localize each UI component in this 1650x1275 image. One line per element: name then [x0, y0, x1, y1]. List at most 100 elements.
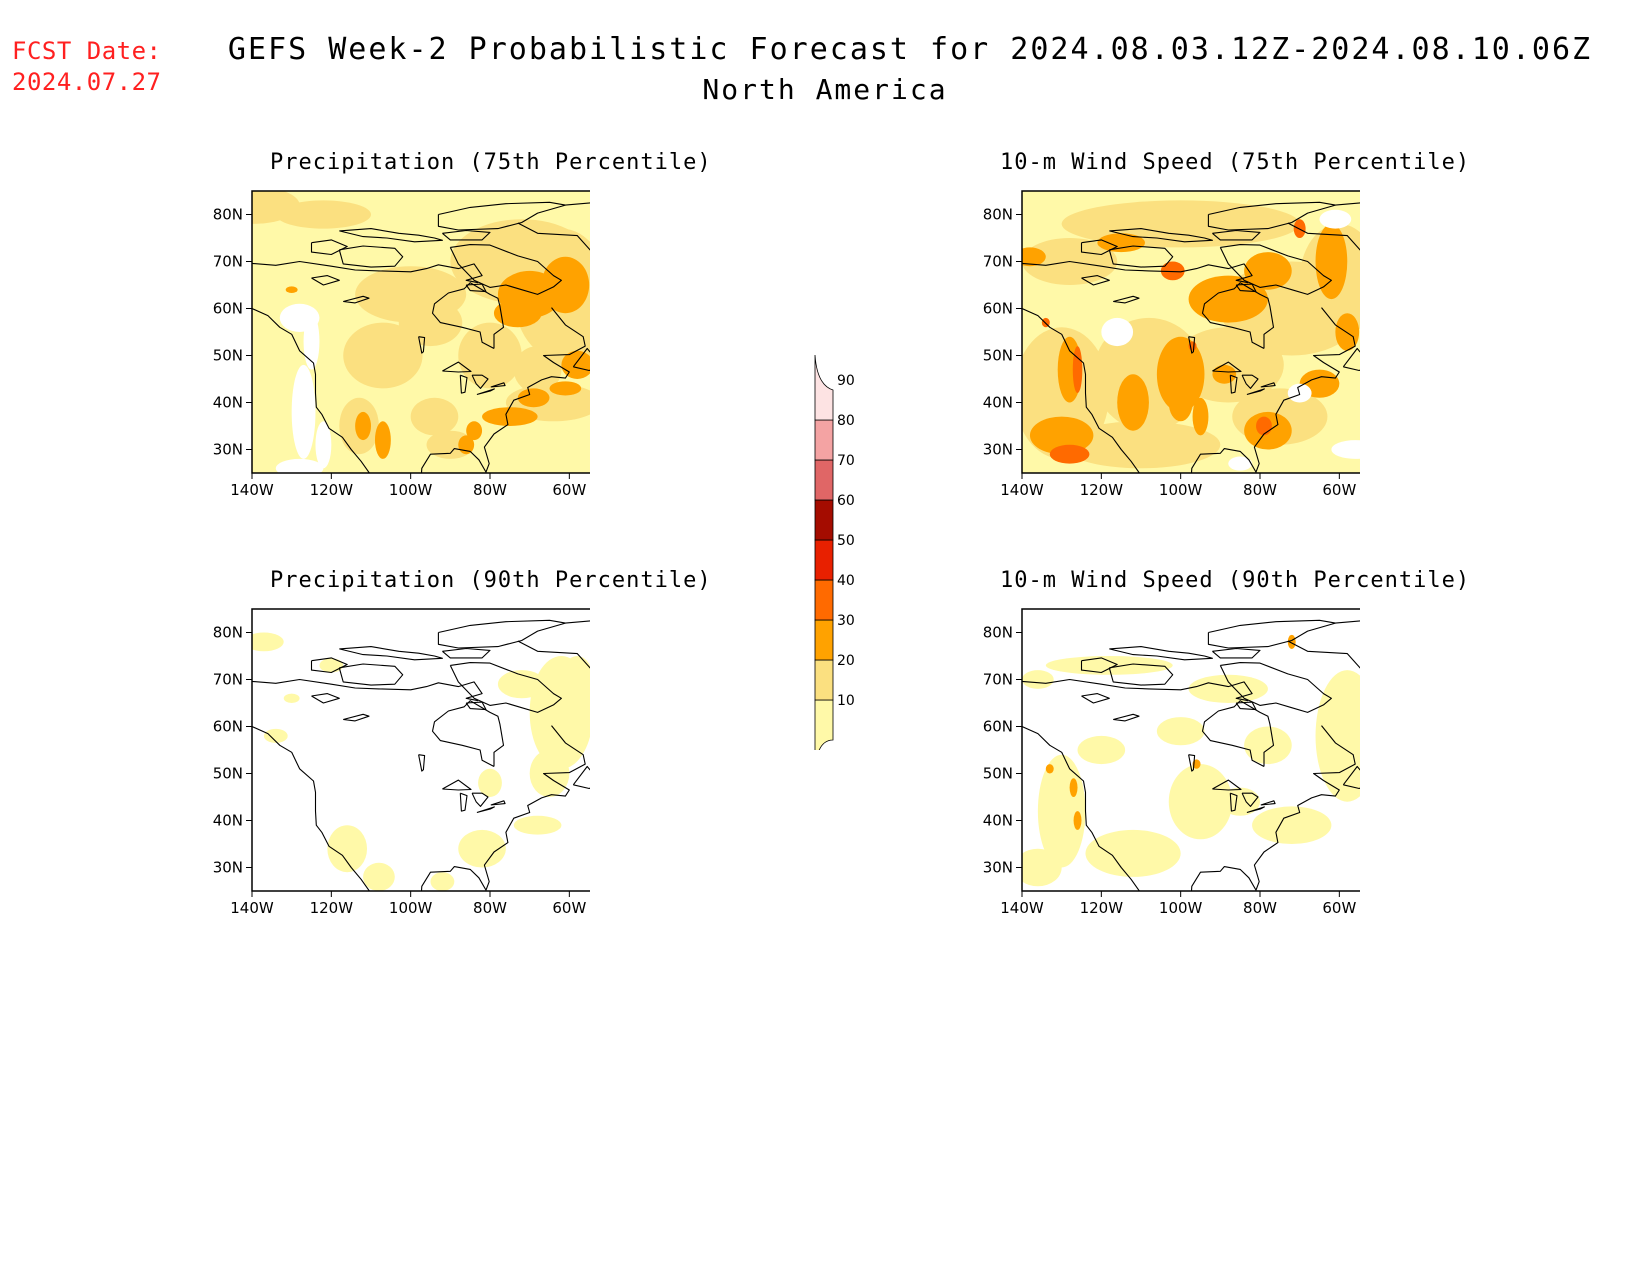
map-frame	[1021, 190, 1360, 474]
lon-label: 120W	[310, 899, 354, 913]
coastline	[418, 336, 426, 354]
colorbar-label: 60	[837, 493, 855, 509]
coastline	[1022, 260, 1253, 284]
probability-gap	[1319, 209, 1352, 229]
map-panel-wind-75: 80N 70N 60N 50N 40N 30N 140W 120W 100W 80W 60W	[970, 185, 1360, 495]
lon-label: 60W	[1322, 899, 1356, 913]
probability-shading	[1287, 634, 1296, 649]
probability-shading	[1256, 416, 1272, 436]
coastline	[1212, 361, 1242, 373]
lat-label: 30N	[213, 441, 243, 459]
lat-label: 30N	[213, 859, 243, 877]
probability-shading	[1335, 313, 1360, 351]
coastline	[1342, 347, 1360, 372]
coastline	[1081, 275, 1110, 286]
lat-label: 40N	[983, 394, 1013, 412]
lat-label: 70N	[983, 671, 1013, 689]
probability-shading	[1073, 811, 1082, 830]
probability-shading	[1022, 670, 1054, 689]
coastline	[465, 283, 487, 293]
probability-shading	[283, 693, 300, 703]
lat-label: 70N	[213, 253, 243, 271]
probability-shading	[1156, 717, 1205, 746]
coastline	[476, 806, 495, 814]
coastline	[565, 202, 590, 206]
probability-shading	[1077, 735, 1126, 765]
coastline	[1207, 201, 1336, 231]
colorbar-label: 20	[837, 653, 855, 669]
coastline	[311, 693, 340, 704]
probability-shading	[482, 407, 538, 426]
coastline	[471, 374, 489, 389]
coastline	[490, 800, 506, 806]
probability-shading	[1097, 233, 1145, 253]
probability-shading	[1244, 726, 1292, 765]
probability-shading	[1049, 444, 1090, 464]
map-background	[252, 609, 590, 891]
coastline	[572, 347, 590, 372]
probability-shading	[1244, 252, 1292, 290]
coastline	[449, 662, 562, 713]
coastline	[459, 792, 468, 812]
lon-label: 60W	[552, 899, 586, 913]
probability-gap	[291, 364, 316, 459]
forecast-date-value: 2024.07.27	[12, 68, 162, 96]
coastline	[1188, 336, 1196, 354]
coastline	[442, 229, 491, 241]
probability-shading	[1168, 383, 1193, 422]
panel-title-precip-75: Precipitation (75th Percentile)	[270, 150, 712, 175]
coastline	[490, 382, 506, 388]
coastline	[252, 725, 371, 891]
coastline	[1108, 663, 1174, 686]
coastline	[343, 713, 370, 722]
coastline	[311, 275, 340, 286]
probability-shading	[1160, 261, 1185, 281]
coastline	[1188, 754, 1196, 772]
map-frame	[1021, 608, 1360, 892]
coastline	[1260, 800, 1276, 806]
coastline	[1022, 307, 1141, 473]
coastline	[338, 663, 404, 686]
colorbar-segment	[814, 539, 834, 581]
probability-shading	[458, 829, 506, 868]
coastline	[339, 228, 443, 243]
probability-gap	[1228, 456, 1253, 471]
probability-shading	[497, 670, 546, 699]
lat-label: 70N	[213, 671, 243, 689]
coastline	[565, 620, 590, 624]
lon-label: 140W	[1000, 899, 1044, 913]
colorbar-segment	[814, 499, 834, 541]
probability-shading	[1192, 397, 1209, 436]
forecast-date-block: FCST Date: 2024.07.27	[12, 36, 162, 98]
map-panel-wind-90: 80N 70N 60N 50N 40N 30N 140W 120W 100W 80W 60W	[970, 603, 1360, 913]
coastline	[1113, 295, 1140, 304]
coastline	[1080, 657, 1118, 674]
forecast-date-label: FCST Date:	[12, 37, 162, 65]
coastline	[1235, 701, 1257, 711]
coastline	[1219, 662, 1332, 713]
probability-shading	[1168, 764, 1233, 840]
probability-shading	[1156, 336, 1205, 412]
coastline	[1108, 245, 1174, 268]
probability-shading	[1252, 806, 1332, 844]
probability-shading	[493, 299, 542, 328]
panel-title-wind-90: 10-m Wind Speed (90th Percentile)	[1000, 568, 1471, 593]
coastline	[1207, 619, 1336, 649]
lon-label: 100W	[1159, 899, 1203, 913]
probability-shading	[513, 815, 562, 835]
coastline	[310, 657, 348, 674]
figure-subtitle: North America	[702, 73, 948, 106]
probability-shading	[541, 256, 590, 314]
coastline	[420, 307, 586, 473]
coastline	[517, 640, 590, 669]
coastline	[437, 201, 566, 231]
colorbar-svg: 10 20 30 40 50 60 70 80 90	[814, 354, 855, 750]
coastline	[437, 619, 566, 649]
probability-gap	[303, 313, 320, 370]
lat-label: 80N	[983, 624, 1013, 642]
probability-shading	[1315, 223, 1348, 300]
coastline	[420, 725, 586, 891]
colorbar-label: 10	[837, 693, 855, 709]
coastline	[1246, 388, 1265, 396]
probability-shading	[252, 632, 284, 652]
